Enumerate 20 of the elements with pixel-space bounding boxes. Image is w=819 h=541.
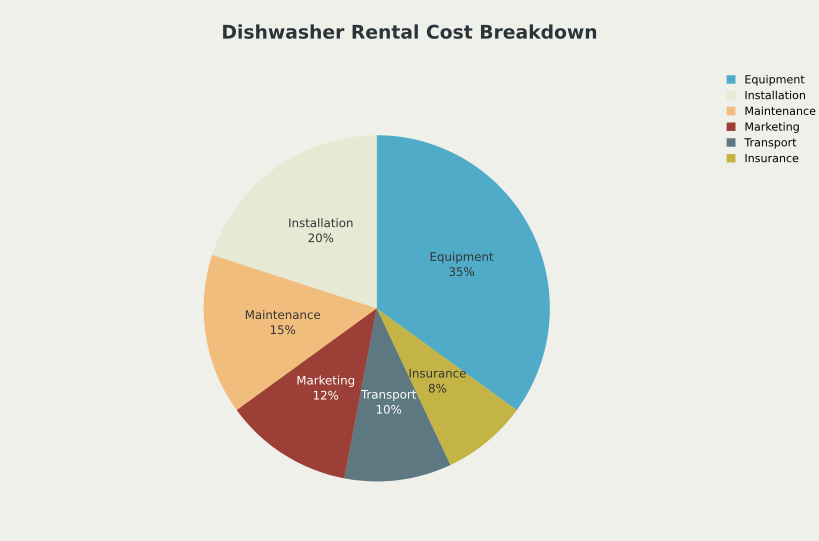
- slice-label: Marketing: [297, 376, 354, 387]
- legend-label: Maintenance: [745, 106, 816, 116]
- slice-label: Insurance: [410, 368, 466, 378]
- data-label: 8%: [428, 384, 446, 393]
- slice-label: Equipment: [430, 252, 494, 264]
- pie-slice: [212, 135, 377, 308]
- data-label: 20%: [308, 233, 334, 242]
- legend-label: Installation: [745, 90, 805, 100]
- slice-label: Maintenance: [246, 310, 320, 320]
- data-label: 12%: [314, 390, 338, 400]
- legend-label: Transport: [744, 138, 796, 149]
- slice-label: Transport: [360, 390, 416, 402]
- data-label: 35%: [449, 267, 474, 276]
- data-label: 10%: [376, 404, 402, 414]
- slice-label: Installation: [289, 218, 352, 228]
- legend-label: Equipment: [745, 74, 804, 86]
- legend-label: Insurance: [745, 154, 798, 162]
- chart-title: Dishwasher Rental Cost Breakdown: [223, 24, 596, 39]
- data-label: 15%: [270, 325, 296, 334]
- legend-label: Marketing: [745, 122, 799, 133]
